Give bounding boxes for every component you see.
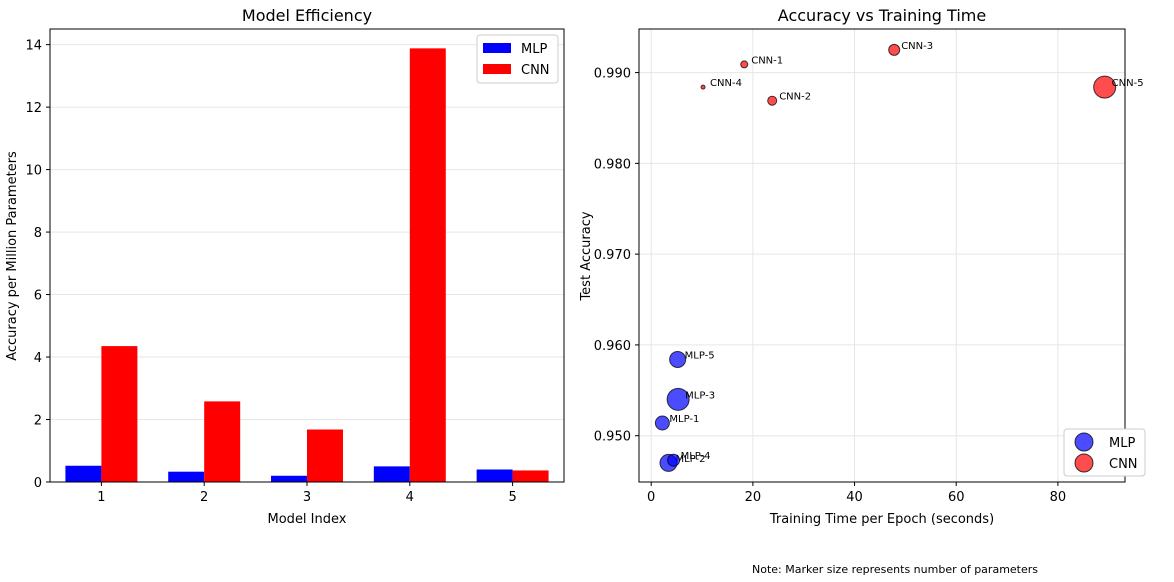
scatter-legend-marker-mlp <box>1074 432 1094 452</box>
bar-cnn-1 <box>101 346 138 482</box>
bar-y-tick-label: 10 <box>25 164 42 179</box>
bar-y-ticks: 0 2 4 6 8 10 12 14 <box>25 39 50 491</box>
bar-mlp-2 <box>168 471 205 482</box>
bar-y-tick-label: 12 <box>25 101 42 116</box>
bar-legend: MLP CNN <box>476 34 559 84</box>
scatter-point-label: MLP-2 <box>675 454 705 465</box>
scatter-point-cnn-3 <box>888 43 901 56</box>
scatter-point-mlp-1 <box>654 415 670 431</box>
scatter-y-tick-label: 0.960 <box>594 339 631 354</box>
scatter-y-ticks: 0.950 0.960 0.970 0.980 0.990 <box>594 67 639 445</box>
scatter-y-tick-label: 0.970 <box>594 248 631 263</box>
scatter-point-mlp-4 <box>667 453 681 467</box>
bar-y-tick-label: 8 <box>34 226 42 241</box>
bar-cnn-5 <box>512 470 549 482</box>
scatter-gridlines <box>639 29 1125 482</box>
bar-mlp-3 <box>271 475 307 482</box>
scatter-point-label: CNN-2 <box>779 92 811 103</box>
scatter-point-mlp-3 <box>666 387 690 411</box>
bar-x-tick-label: 1 <box>97 490 105 505</box>
scatter-x-tick-label: 60 <box>948 490 965 505</box>
bar-y-axis-label: Accuracy per Million Parameters <box>5 151 20 361</box>
bar-x-tick-label: 3 <box>303 490 311 505</box>
bar-x-ticks: 1 2 3 4 5 <box>97 482 517 505</box>
bar-legend-swatch-mlp <box>483 43 511 53</box>
scatter-plot-frame <box>638 28 1126 483</box>
scatter-x-tick-label: 80 <box>1050 490 1067 505</box>
scatter-x-axis-label: Training Time per Epoch (seconds) <box>769 512 994 527</box>
bar-y-tick-label: 4 <box>34 351 42 366</box>
scatter-point-cnn-4 <box>700 84 706 90</box>
scatter-point-label: MLP-5 <box>685 350 715 361</box>
marker-size-note: Note: Marker size represents number of p… <box>752 563 1039 576</box>
scatter-point-label: MLP-4 <box>681 451 711 462</box>
scatter-point-label: MLP-3 <box>685 390 715 401</box>
scatter-point-label: CNN-5 <box>1112 78 1144 89</box>
scatter-x-ticks: 0 20 40 60 80 <box>647 482 1066 505</box>
bar-marks <box>65 48 549 482</box>
scatter-legend-label-cnn: CNN <box>1109 457 1138 472</box>
scatter-point-mlp-5 <box>669 350 687 368</box>
scatter-chart: MLP-1 MLP-2 MLP-3 MLP-4 MLP-5 CNN-1 CNN-2 CNN-3… <box>579 6 1146 527</box>
bar-x-tick-label: 2 <box>200 490 208 505</box>
bar-cnn-4 <box>409 48 446 482</box>
scatter-x-tick-label: 20 <box>745 490 762 505</box>
bar-y-tick-label: 0 <box>34 476 42 491</box>
bar-y-tick-label: 6 <box>34 289 42 304</box>
scatter-x-tick-label: 0 <box>647 490 655 505</box>
bar-x-tick-label: 4 <box>406 490 414 505</box>
scatter-y-tick-label: 0.990 <box>594 67 631 82</box>
scatter-legend: MLP CNN <box>1063 428 1146 477</box>
scatter-legend-label-mlp: MLP <box>1109 436 1135 451</box>
bar-legend-label-mlp: MLP <box>521 42 547 57</box>
scatter-y-axis-label: Test Accuracy <box>579 211 594 301</box>
scatter-point-cnn-2 <box>767 95 778 106</box>
scatter-point-cnn-1 <box>740 60 749 69</box>
bar-y-tick-label: 2 <box>34 414 42 429</box>
scatter-point-label: CNN-4 <box>710 78 742 89</box>
bar-cnn-3 <box>307 429 343 482</box>
scatter-point-cnn-5 <box>1093 75 1117 99</box>
bar-legend-swatch-cnn <box>483 64 511 74</box>
scatter-point-label: MLP-1 <box>669 414 699 425</box>
bar-y-tick-label: 14 <box>25 39 42 54</box>
scatter-y-tick-label: 0.950 <box>594 430 631 445</box>
bar-cnn-2 <box>204 401 241 482</box>
scatter-point-label: CNN-1 <box>751 55 783 66</box>
scatter-chart-title: Accuracy vs Training Time <box>778 6 986 25</box>
bar-legend-label-cnn: CNN <box>521 63 550 78</box>
scatter-marks: MLP-1 MLP-2 MLP-3 MLP-4 MLP-5 CNN-1 CNN-2 CNN-3… <box>654 41 1144 472</box>
bar-mlp-1 <box>65 465 102 482</box>
bar-chart-title: Model Efficiency <box>242 6 372 25</box>
bar-mlp-4 <box>373 466 410 482</box>
scatter-x-tick-label: 40 <box>846 490 863 505</box>
bar-x-axis-label: Model Index <box>268 512 347 527</box>
bar-x-tick-label: 5 <box>508 490 516 505</box>
scatter-legend-marker-cnn <box>1074 453 1094 473</box>
bar-mlp-5 <box>476 469 513 482</box>
scatter-y-tick-label: 0.980 <box>594 157 631 172</box>
scatter-point-label: CNN-3 <box>901 41 933 52</box>
